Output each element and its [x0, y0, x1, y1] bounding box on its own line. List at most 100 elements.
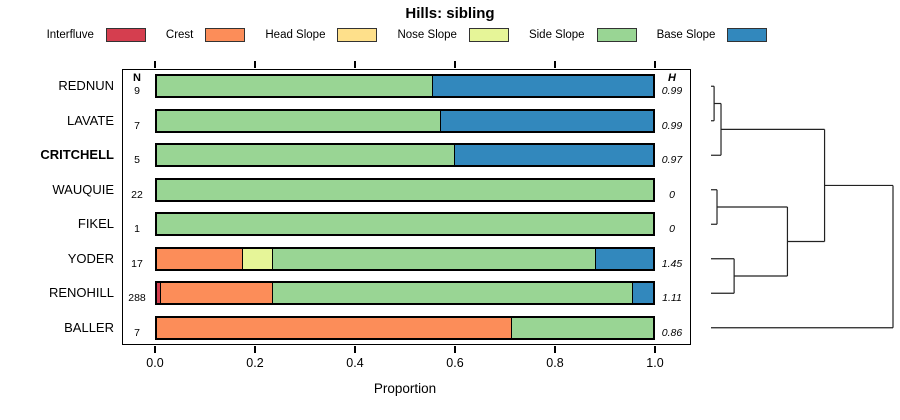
legend-item: Base Slope — [657, 28, 768, 42]
x-tick-bottom — [154, 346, 156, 353]
bar-segment — [155, 108, 441, 133]
h-value: 0 — [669, 223, 675, 236]
x-tick-label: 0.2 — [246, 356, 264, 370]
bar-row — [155, 212, 655, 237]
n-column-header: N — [133, 72, 141, 84]
y-axis-label: FIKEL — [77, 216, 114, 232]
bar-row — [155, 74, 655, 99]
legend-swatch — [727, 28, 768, 42]
n-value: 17 — [131, 257, 143, 270]
bar-outline — [155, 281, 655, 306]
bar-segment — [433, 74, 655, 99]
h-value: 1.11 — [662, 292, 682, 305]
x-tick-top — [654, 61, 656, 68]
bar-outline — [155, 177, 655, 202]
h-value: 0.97 — [661, 154, 683, 167]
bar-outline — [155, 315, 655, 340]
n-value: 7 — [134, 326, 140, 339]
n-value: 22 — [131, 188, 143, 201]
n-value: 9 — [134, 85, 140, 98]
legend-swatch — [105, 28, 146, 42]
bar-row — [155, 108, 655, 133]
x-axis-title: Proportion — [373, 381, 437, 396]
legend-item: Nose Slope — [397, 28, 509, 42]
legend-label: Nose Slope — [397, 29, 457, 41]
n-value: 1 — [134, 223, 140, 236]
x-tick-bottom — [454, 346, 456, 353]
bar-segment — [632, 281, 655, 306]
legend-swatch — [337, 28, 378, 42]
y-axis-label: BALLER — [64, 319, 114, 335]
h-value: 0.86 — [661, 326, 683, 339]
n-value: 7 — [134, 119, 140, 132]
legend-item: Interfluve — [47, 28, 146, 42]
n-value: 5 — [134, 154, 140, 167]
y-axis-label: CRITCHELL — [40, 147, 114, 163]
bar-segment — [272, 246, 596, 271]
y-axis-label: WAUQUIE — [52, 181, 114, 197]
bar-row — [155, 143, 655, 168]
y-axis-label: LAVATE — [67, 112, 114, 128]
y-axis-label: REDNUN — [58, 78, 114, 94]
bar-row — [155, 281, 655, 306]
plot-area — [122, 69, 691, 345]
bar-outline — [155, 212, 655, 237]
legend-swatch — [468, 28, 509, 42]
legend-label: Head Slope — [265, 29, 326, 41]
bar-row — [155, 246, 655, 271]
legend-label: Crest — [165, 29, 194, 41]
legend-item: Head Slope — [265, 28, 378, 42]
bar-segment — [512, 315, 655, 340]
chart-title: Hills: sibling — [405, 5, 495, 22]
x-tick-bottom — [354, 346, 356, 353]
x-tick-top — [454, 61, 456, 68]
bar-segment — [155, 74, 433, 99]
bar-outline — [155, 246, 655, 271]
legend-label: Side Slope — [528, 29, 585, 41]
legend-swatch — [205, 28, 246, 42]
bar-outline — [155, 108, 655, 133]
x-tick-top — [554, 61, 556, 68]
bar-segment — [155, 315, 512, 340]
bar-segment — [440, 108, 655, 133]
legend-label: Interfluve — [46, 29, 94, 41]
x-tick-label: 0.6 — [446, 356, 464, 370]
bar-segment — [155, 212, 655, 237]
y-axis-label: RENOHILL — [48, 285, 114, 301]
bar-outline — [155, 143, 655, 168]
legend-item: Crest — [165, 28, 246, 42]
bar-segment — [596, 246, 655, 271]
bar-segment — [455, 143, 655, 168]
x-tick-label: 1.0 — [646, 356, 664, 370]
x-tick-bottom — [654, 346, 656, 353]
x-tick-bottom — [254, 346, 256, 353]
y-axis-label: YODER — [67, 250, 114, 266]
bar-row — [155, 177, 655, 202]
legend: Interfluve Crest Head Slope Nose Slope Side … — [0, 26, 814, 44]
h-value: 0.99 — [661, 85, 683, 98]
bar-outline — [155, 74, 655, 99]
bar-row — [155, 315, 655, 340]
x-tick-label: 0.4 — [346, 356, 364, 370]
legend-label: Base Slope — [656, 29, 716, 41]
bar-segment — [155, 246, 243, 271]
x-tick-top — [354, 61, 356, 68]
n-value: 288 — [128, 292, 146, 305]
h-value: 0.99 — [661, 119, 683, 132]
legend-swatch — [596, 28, 637, 42]
legend-item: Side Slope — [529, 28, 637, 42]
x-tick-label: 0.0 — [146, 356, 164, 370]
x-tick-bottom — [554, 346, 556, 353]
bar-segment — [155, 177, 655, 202]
bar-segment — [273, 281, 633, 306]
bar-segment — [155, 143, 455, 168]
h-column-header: H — [668, 72, 676, 84]
bar-segment — [243, 246, 273, 271]
bar-segment — [155, 281, 161, 306]
x-tick-top — [154, 61, 156, 68]
x-tick-label: 0.8 — [546, 356, 564, 370]
h-value: 1.45 — [661, 257, 683, 270]
x-tick-top — [254, 61, 256, 68]
h-value: 0 — [669, 188, 675, 201]
